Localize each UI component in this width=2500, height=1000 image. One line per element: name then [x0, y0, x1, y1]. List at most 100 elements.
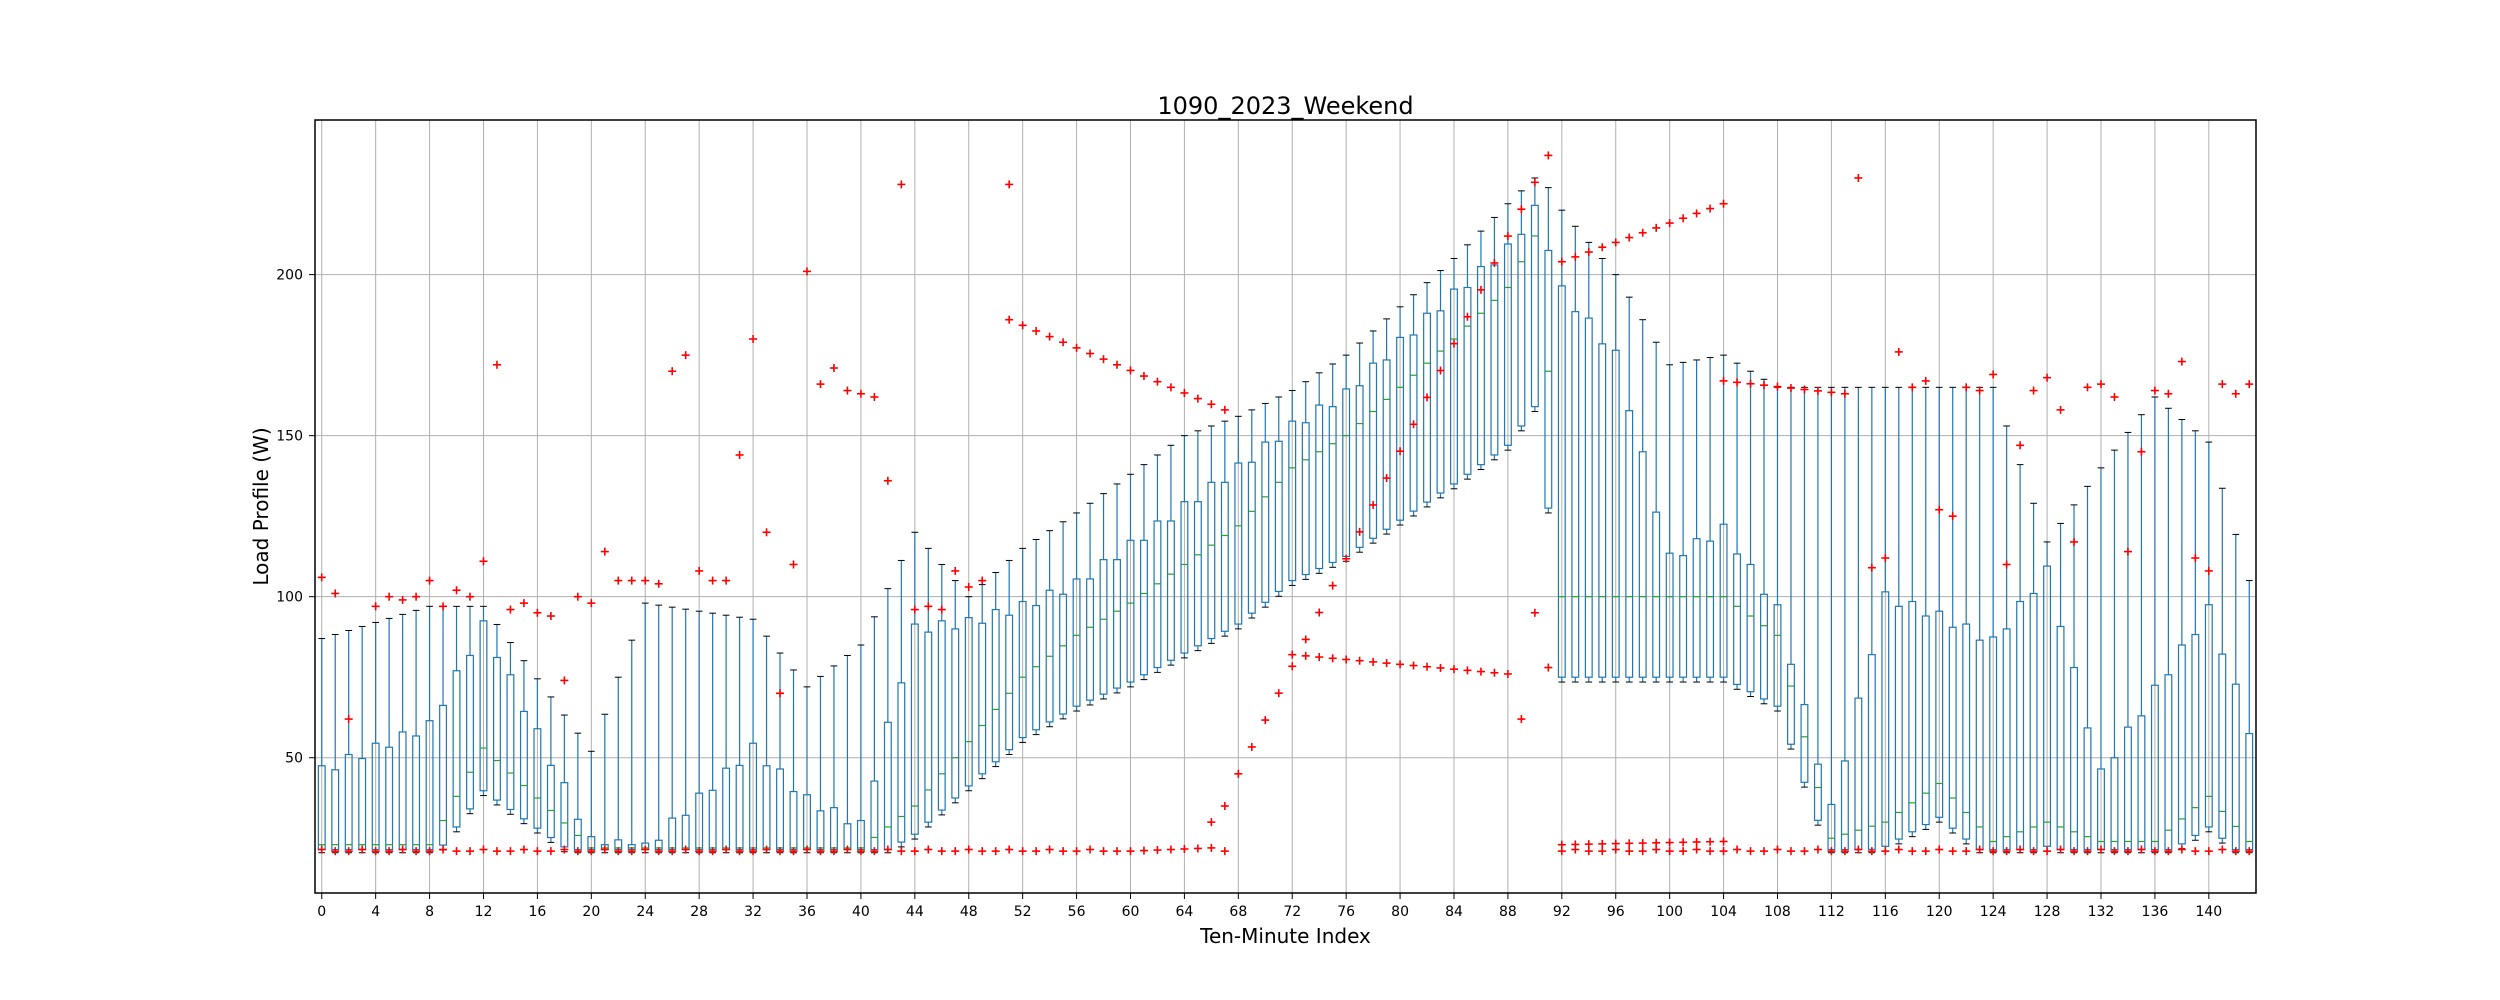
y-tick-label: 150 [276, 429, 303, 445]
box [762, 765, 771, 851]
outlier-point [1894, 845, 1903, 854]
outlier-point [1139, 846, 1148, 855]
outlier-point [1072, 847, 1081, 856]
box [2218, 653, 2227, 839]
outlier-point [695, 847, 704, 856]
box-plot-item [1436, 270, 1445, 499]
outlier-point [964, 845, 973, 854]
outlier-point [708, 576, 717, 585]
box [991, 608, 1000, 763]
box-plot-item [641, 602, 650, 854]
outlier-point [1072, 343, 1081, 352]
box [506, 674, 515, 811]
outlier-point [1625, 233, 1634, 242]
outlier-point [1180, 388, 1189, 397]
box-plot-item [1800, 386, 1809, 788]
outlier-point [964, 583, 973, 592]
outlier-point [1207, 843, 1216, 852]
outlier-point [1247, 742, 1256, 751]
outlier-point [1665, 847, 1674, 856]
box-plot-item [1517, 190, 1526, 432]
outlier-point [1773, 382, 1782, 391]
box-plot-item [1706, 357, 1715, 683]
outlier-point [654, 579, 663, 588]
box [560, 782, 569, 848]
box-plot-item [1126, 473, 1135, 688]
box [681, 814, 690, 851]
outlier-point [1503, 232, 1512, 241]
x-tick-label: 0 [317, 904, 326, 920]
outlier-point [1463, 666, 1472, 675]
outlier-point [1827, 847, 1836, 856]
outlier-point [1113, 360, 1122, 369]
box [1503, 243, 1512, 446]
box [452, 670, 461, 828]
box [1193, 501, 1202, 647]
box-plot-item [1274, 396, 1283, 597]
box [1382, 359, 1391, 530]
box [1126, 539, 1135, 683]
box-plot-item [1867, 386, 1876, 854]
box [492, 656, 501, 801]
box-plot-item [1234, 415, 1243, 630]
box [722, 767, 731, 851]
box-plot-item [2002, 425, 2011, 854]
box-plot-item [1301, 381, 1310, 580]
outlier-point [412, 592, 421, 601]
outlier-point [668, 847, 677, 856]
outlier-point [2123, 547, 2132, 556]
x-tick-label: 68 [1229, 904, 1247, 920]
outlier-point [2029, 386, 2038, 395]
outlier-point [1059, 847, 1068, 856]
x-tick-label: 28 [690, 904, 708, 920]
outlier-point [519, 599, 528, 608]
box-plot-item [1894, 386, 1903, 845]
box-plot-item [1490, 216, 1499, 461]
x-tick-label: 56 [1068, 904, 1086, 920]
outlier-point [385, 847, 394, 856]
outlier-point [560, 845, 569, 854]
outlier-point [1476, 667, 1485, 676]
outlier-point [1234, 769, 1243, 778]
box-plot-item [2016, 464, 2025, 854]
outlier-point [1773, 845, 1782, 854]
box [668, 817, 677, 851]
box-plot-item [1328, 363, 1337, 568]
box-plot-item [614, 676, 623, 854]
box [978, 622, 987, 775]
outlier-point [587, 847, 596, 856]
outlier-point [2029, 847, 2038, 856]
outlier-point [1881, 554, 1890, 563]
box-plot-item [924, 547, 933, 828]
box-plot-item [991, 572, 1000, 768]
box [1113, 559, 1121, 689]
box-plot-item [560, 714, 569, 853]
outlier-point [1679, 214, 1688, 223]
box-plot-item [1369, 330, 1378, 544]
outlier-point [1530, 608, 1539, 617]
x-tick-label: 136 [2142, 904, 2169, 920]
box [479, 620, 488, 792]
outlier-point [2137, 845, 2146, 854]
box-plot-item [762, 635, 771, 854]
box [1854, 697, 1863, 851]
box-plot-item [883, 588, 892, 854]
outlier-point [1813, 386, 1822, 395]
outlier-point [1005, 180, 1014, 189]
box-plot-item [1921, 386, 1930, 830]
outlier-point [870, 392, 879, 401]
outlier-point [2218, 845, 2227, 854]
box-plot-item [1045, 530, 1054, 728]
outlier-point [829, 847, 838, 856]
outlier-point [317, 845, 326, 854]
box [1207, 481, 1216, 640]
box-plot-item [1733, 362, 1742, 690]
x-tick-label: 80 [1391, 904, 1409, 920]
outlier-point [1369, 657, 1378, 666]
box [1921, 615, 1930, 826]
box [1598, 343, 1607, 678]
outlier-point [2231, 847, 2240, 856]
box-plot-item [1476, 230, 1485, 470]
outlier-point [492, 360, 501, 369]
outlier-layer [317, 151, 2254, 856]
